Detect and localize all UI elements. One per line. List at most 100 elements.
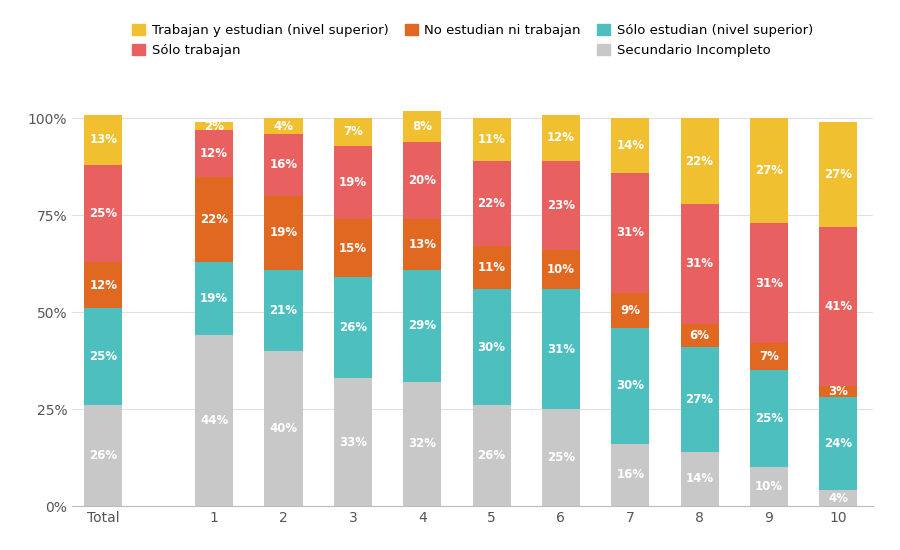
Text: 25%: 25% — [89, 207, 117, 220]
Text: 11%: 11% — [478, 133, 506, 146]
Bar — [84, 405, 122, 506]
Bar — [542, 114, 580, 161]
Bar — [750, 118, 788, 223]
Text: 13%: 13% — [89, 133, 117, 146]
Text: 7%: 7% — [343, 125, 363, 139]
Text: 26%: 26% — [89, 449, 117, 462]
Bar — [403, 270, 441, 382]
Text: 44%: 44% — [200, 414, 229, 427]
Bar — [265, 118, 302, 134]
Bar — [819, 122, 858, 227]
Bar — [819, 398, 858, 491]
Bar — [750, 468, 788, 506]
Text: 26%: 26% — [338, 321, 367, 334]
Bar — [403, 382, 441, 506]
Bar — [611, 173, 649, 293]
Text: 12%: 12% — [547, 131, 575, 144]
Text: 2%: 2% — [204, 120, 224, 133]
Text: 40%: 40% — [269, 422, 298, 435]
Text: 32%: 32% — [409, 437, 436, 450]
Text: 41%: 41% — [824, 300, 852, 313]
Bar — [84, 309, 122, 405]
Text: 31%: 31% — [547, 343, 575, 355]
Text: 33%: 33% — [339, 436, 367, 449]
Bar — [265, 270, 302, 351]
Bar — [680, 324, 719, 347]
Bar — [195, 130, 233, 177]
Text: 22%: 22% — [686, 155, 714, 168]
Bar — [542, 250, 580, 289]
Bar — [84, 165, 122, 262]
Bar — [819, 386, 858, 398]
Text: 3%: 3% — [828, 385, 849, 398]
Text: 22%: 22% — [200, 213, 229, 225]
Bar — [195, 336, 233, 506]
Bar — [403, 219, 441, 270]
Text: 24%: 24% — [824, 437, 852, 450]
Text: 7%: 7% — [759, 350, 778, 363]
Bar — [750, 370, 788, 468]
Bar — [819, 491, 858, 506]
Bar — [195, 122, 233, 130]
Text: 30%: 30% — [616, 379, 644, 392]
Text: 31%: 31% — [686, 257, 714, 270]
Text: 13%: 13% — [409, 238, 436, 251]
Bar — [750, 343, 788, 370]
Bar — [472, 246, 510, 289]
Bar — [334, 146, 372, 219]
Bar — [334, 118, 372, 146]
Bar — [403, 142, 441, 219]
Text: 30%: 30% — [478, 340, 506, 354]
Bar — [819, 227, 858, 386]
Bar — [84, 114, 122, 165]
Text: 27%: 27% — [686, 393, 714, 406]
Bar — [611, 444, 649, 506]
Bar — [195, 262, 233, 336]
Text: 25%: 25% — [89, 350, 117, 363]
Text: 19%: 19% — [338, 176, 367, 189]
Bar — [611, 118, 649, 173]
Bar — [542, 409, 580, 506]
Bar — [472, 289, 510, 405]
Bar — [84, 262, 122, 309]
Bar — [472, 405, 510, 506]
Text: 12%: 12% — [89, 278, 117, 292]
Bar — [265, 196, 302, 270]
Bar — [334, 219, 372, 277]
Text: 21%: 21% — [269, 304, 298, 317]
Text: 20%: 20% — [409, 174, 436, 187]
Text: 4%: 4% — [828, 492, 849, 505]
Text: 9%: 9% — [620, 304, 640, 317]
Text: 31%: 31% — [755, 277, 783, 290]
Text: 6%: 6% — [689, 329, 709, 342]
Bar — [680, 452, 719, 506]
Text: 14%: 14% — [616, 139, 644, 152]
Text: 8%: 8% — [412, 120, 432, 133]
Text: 12%: 12% — [200, 147, 229, 159]
Text: 25%: 25% — [547, 451, 575, 464]
Bar — [195, 177, 233, 262]
Text: 25%: 25% — [755, 412, 783, 425]
Bar — [680, 118, 719, 204]
Text: 19%: 19% — [200, 292, 229, 305]
Text: 16%: 16% — [616, 469, 644, 481]
Bar — [334, 378, 372, 506]
Text: 19%: 19% — [269, 226, 298, 239]
Text: 14%: 14% — [686, 472, 714, 485]
Text: 10%: 10% — [755, 480, 783, 493]
Text: 16%: 16% — [269, 158, 298, 172]
Text: 15%: 15% — [338, 242, 367, 255]
Text: 27%: 27% — [824, 168, 852, 181]
Text: 4%: 4% — [274, 120, 293, 133]
Text: 22%: 22% — [478, 197, 506, 210]
Text: 10%: 10% — [547, 263, 575, 276]
Bar — [611, 293, 649, 328]
Bar — [542, 161, 580, 250]
Bar — [472, 118, 510, 161]
Bar — [750, 223, 788, 343]
Bar — [265, 134, 302, 196]
Bar — [472, 161, 510, 246]
Text: 29%: 29% — [409, 319, 436, 332]
Text: 11%: 11% — [478, 261, 506, 274]
Bar — [680, 204, 719, 324]
